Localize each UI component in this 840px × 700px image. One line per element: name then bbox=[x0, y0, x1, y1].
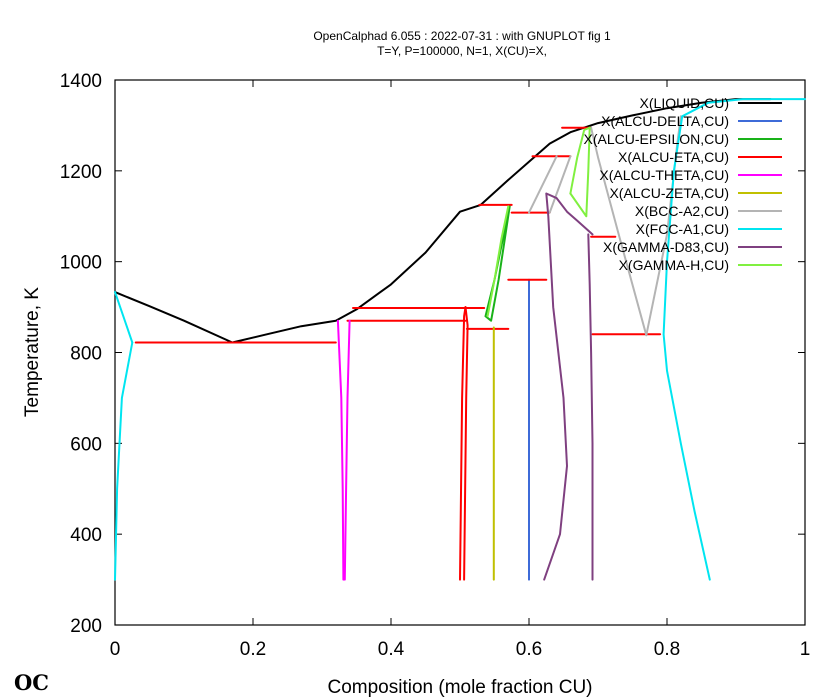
series-x-fcc-a1-cu-line bbox=[662, 98, 806, 581]
series-x-gamma-h-cu-line bbox=[569, 126, 591, 218]
x-tick-label: 0.4 bbox=[378, 639, 405, 660]
series-x-alcu-eta-cu-line bbox=[459, 306, 467, 581]
y-tick-label: 200 bbox=[70, 616, 102, 637]
y-tick-label: 1400 bbox=[60, 71, 102, 92]
x-axis: 0 0.2 0.4 0.6 0.8 1 bbox=[110, 80, 811, 660]
series-x-bcc-a2-cu-line bbox=[528, 155, 558, 214]
chart-subtitle: T=Y, P=100000, N=1, X(CU)=X, bbox=[377, 44, 547, 58]
y-tick-label: 800 bbox=[70, 344, 102, 365]
x-tick-label: 0.8 bbox=[654, 639, 680, 660]
x-tick-label: 0.2 bbox=[240, 639, 266, 660]
legend: X(LIQUID,CU) X(ALCU-DELTA,CU) X(ALCU-EPSIL… bbox=[584, 95, 782, 273]
series-x-alcu-eta-cu-line bbox=[463, 306, 469, 581]
y-tick-label: 1200 bbox=[60, 162, 102, 183]
x-tick-label: 0.6 bbox=[516, 639, 542, 660]
y-axis: 200 400 600 800 1000 1200 1400 bbox=[60, 71, 805, 637]
legend-label: X(BCC-A2,CU) bbox=[635, 203, 729, 219]
series-x-gamma-d83-cu-line bbox=[587, 233, 594, 581]
series-x-bcc-a2-cu-line bbox=[548, 155, 572, 214]
series-x-gamma-d83-cu-line bbox=[543, 192, 594, 581]
legend-label: X(ALCU-ZETA,CU) bbox=[609, 185, 729, 201]
series-layer bbox=[114, 98, 806, 581]
series-x-gamma-h-cu-line bbox=[486, 205, 510, 318]
legend-label: X(FCC-A1,CU) bbox=[636, 221, 729, 237]
legend-label: X(GAMMA-H,CU) bbox=[619, 257, 729, 273]
chart-title: OpenCalphad 6.055 : 2022-07-31 : with GN… bbox=[313, 29, 611, 43]
series-x-gamma-h-cu-line bbox=[569, 126, 591, 195]
legend-label: X(LIQUID,CU) bbox=[640, 95, 729, 111]
x-tick-label: 1 bbox=[800, 639, 811, 660]
series-x-alcu-theta-cu-line bbox=[336, 319, 345, 581]
legend-label: X(GAMMA-D83,CU) bbox=[603, 239, 729, 255]
legend-label: X(ALCU-DELTA,CU) bbox=[601, 113, 729, 129]
legend-label: X(ALCU-THETA,CU) bbox=[599, 167, 729, 183]
y-tick-label: 400 bbox=[70, 525, 102, 546]
opencalphad-logo: OC bbox=[14, 670, 49, 695]
series-x-liquid-cu-line bbox=[114, 98, 772, 344]
x-axis-label: Composition (mole fraction CU) bbox=[327, 677, 592, 698]
legend-label: X(ALCU-EPSILON,CU) bbox=[584, 131, 729, 147]
legend-label: X(ALCU-ETA,CU) bbox=[618, 149, 729, 165]
series-x-fcc-a1-cu-line bbox=[114, 341, 134, 581]
y-axis-label: Temperature, K bbox=[22, 287, 43, 417]
y-tick-label: 1000 bbox=[60, 253, 102, 274]
series-x-alcu-theta-cu-line bbox=[343, 319, 351, 581]
series-x-fcc-a1-cu-line bbox=[114, 291, 134, 344]
y-tick-label: 600 bbox=[70, 434, 102, 455]
x-tick-label: 0 bbox=[110, 639, 121, 660]
series-x-bcc-a2-cu-line bbox=[590, 126, 648, 337]
